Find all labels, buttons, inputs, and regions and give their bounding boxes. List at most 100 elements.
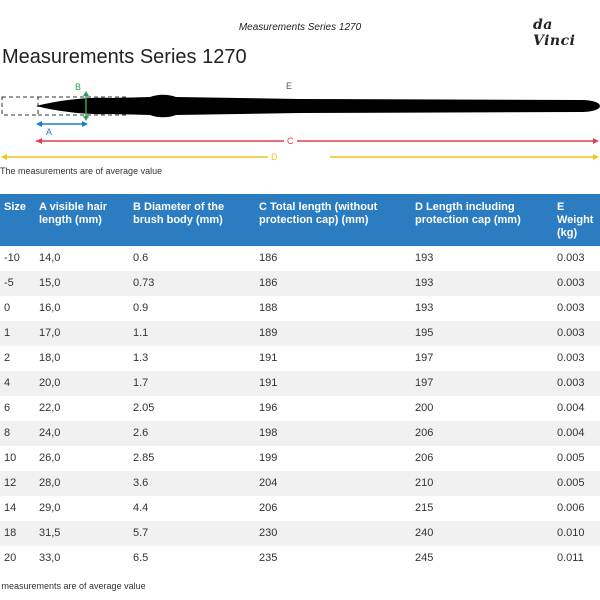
cell-size: 2 (0, 346, 35, 371)
cell-diameter: 1.3 (129, 346, 255, 371)
cell-length-with-cap: 210 (411, 471, 553, 496)
table-row: 1 17,0 1.1 189 195 0.003 (0, 321, 600, 346)
cell-diameter: 6.5 (129, 546, 255, 571)
cell-diameter: 5.7 (129, 521, 255, 546)
dimension-c-arrow-left (36, 138, 42, 144)
cell-weight: 0.010 (553, 521, 600, 546)
column-header-diameter: B Diameter of the brush body (mm) (129, 194, 255, 246)
column-header-size: Size (0, 194, 35, 246)
average-value-note-top: The measurements are of average value (0, 166, 163, 176)
column-header-hair-length: A visible hair length (mm) (35, 194, 129, 246)
cell-weight: 0.003 (553, 296, 600, 321)
cell-weight: 0.003 (553, 246, 600, 271)
cell-hair-length: 15,0 (35, 271, 129, 296)
dimension-e-label: E (286, 81, 292, 91)
cell-hair-length: 24,0 (35, 421, 129, 446)
cell-length-with-cap: 245 (411, 546, 553, 571)
cell-weight: 0.005 (553, 446, 600, 471)
cell-hair-length: 18,0 (35, 346, 129, 371)
dimension-b-arrow-top (83, 91, 89, 96)
table-header-row: Size A visible hair length (mm) B Diamet… (0, 194, 600, 246)
document-header-title: Measurements Series 1270 (238, 22, 362, 33)
table-row: 18 31,5 5.7 230 240 0.010 (0, 521, 600, 546)
dimension-c-arrow-right (593, 138, 599, 144)
dimension-a-label: A (46, 127, 52, 137)
cell-total-length: 235 (255, 546, 411, 571)
cell-length-with-cap: 197 (411, 346, 553, 371)
column-header-total-length: C Total length (without protection cap) … (255, 194, 411, 246)
cell-total-length: 191 (255, 346, 411, 371)
cell-weight: 0.003 (553, 346, 600, 371)
cell-size: 20 (0, 546, 35, 571)
cell-size: 14 (0, 496, 35, 521)
cell-size: 12 (0, 471, 35, 496)
dimension-a-arrow-left (36, 121, 42, 127)
cell-weight: 0.003 (553, 371, 600, 396)
table-row: 0 16,0 0.9 188 193 0.003 (0, 296, 600, 321)
cell-length-with-cap: 195 (411, 321, 553, 346)
cell-size: 6 (0, 396, 35, 421)
cell-size: 4 (0, 371, 35, 396)
cell-total-length: 196 (255, 396, 411, 421)
cell-size: 10 (0, 446, 35, 471)
table-row: 8 24,0 2.6 198 206 0.004 (0, 421, 600, 446)
cell-size: 0 (0, 296, 35, 321)
cell-length-with-cap: 200 (411, 396, 553, 421)
cell-length-with-cap: 193 (411, 296, 553, 321)
cell-size: -10 (0, 246, 35, 271)
cell-hair-length: 22,0 (35, 396, 129, 421)
cell-total-length: 198 (255, 421, 411, 446)
dimension-d-label: D (271, 152, 278, 162)
table-row: 20 33,0 6.5 235 245 0.011 (0, 546, 600, 571)
page-title: Measurements Series 1270 (2, 46, 247, 68)
table-row: -10 14,0 0.6 186 193 0.003 (0, 246, 600, 271)
cell-total-length: 186 (255, 246, 411, 271)
cell-total-length: 186 (255, 271, 411, 296)
protection-cap-outline (1, 96, 39, 116)
cell-length-with-cap: 193 (411, 271, 553, 296)
cell-hair-length: 20,0 (35, 371, 129, 396)
cell-diameter: 4.4 (129, 496, 255, 521)
cell-total-length: 191 (255, 371, 411, 396)
cell-hair-length: 28,0 (35, 471, 129, 496)
cell-size: 1 (0, 321, 35, 346)
cell-total-length: 199 (255, 446, 411, 471)
cell-hair-length: 16,0 (35, 296, 129, 321)
dimension-d-arrow-right (593, 154, 599, 160)
cell-hair-length: 33,0 (35, 546, 129, 571)
cell-diameter: 2.6 (129, 421, 255, 446)
cell-length-with-cap: 197 (411, 371, 553, 396)
table-row: 2 18,0 1.3 191 197 0.003 (0, 346, 600, 371)
average-value-note-bottom: e measurements are of average value (0, 581, 146, 591)
cell-diameter: 1.1 (129, 321, 255, 346)
cell-diameter: 1.7 (129, 371, 255, 396)
cell-total-length: 206 (255, 496, 411, 521)
cell-weight: 0.003 (553, 321, 600, 346)
cell-size: 18 (0, 521, 35, 546)
column-header-length-with-cap: D Length including protection cap (mm) (411, 194, 553, 246)
table-row: 6 22,0 2.05 196 200 0.004 (0, 396, 600, 421)
cell-weight: 0.003 (553, 271, 600, 296)
davinci-logo: da Vinci (533, 17, 576, 49)
brush-measurement-diagram: B A E C D (1, 81, 600, 162)
cell-diameter: 0.9 (129, 296, 255, 321)
cell-hair-length: 17,0 (35, 321, 129, 346)
brush-silhouette (36, 94, 600, 118)
cell-diameter: 0.6 (129, 246, 255, 271)
cell-total-length: 189 (255, 321, 411, 346)
cell-total-length: 230 (255, 521, 411, 546)
dimension-b-arrow-bottom (83, 116, 89, 121)
cell-hair-length: 14,0 (35, 246, 129, 271)
cell-length-with-cap: 240 (411, 521, 553, 546)
dimension-b-label: B (75, 82, 81, 92)
table-row: 12 28,0 3.6 204 210 0.005 (0, 471, 600, 496)
cell-size: 8 (0, 421, 35, 446)
cell-diameter: 0.73 (129, 271, 255, 296)
cell-diameter: 3.6 (129, 471, 255, 496)
cell-length-with-cap: 206 (411, 421, 553, 446)
table-row: 14 29,0 4.4 206 215 0.006 (0, 496, 600, 521)
dimension-c-label: C (287, 136, 294, 146)
cell-diameter: 2.05 (129, 396, 255, 421)
table-body: -10 14,0 0.6 186 193 0.003 -5 15,0 0.73 … (0, 246, 600, 571)
cell-size: -5 (0, 271, 35, 296)
